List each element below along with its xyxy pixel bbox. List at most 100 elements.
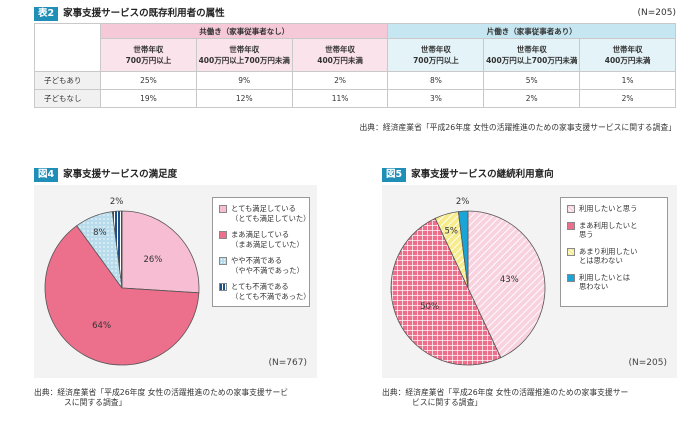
table-cell: 11% — [291, 89, 389, 108]
subheader-line: 世帯年収 — [325, 45, 356, 54]
table-cell: 19% — [100, 89, 197, 108]
figure4-tag: 図4 — [34, 168, 59, 182]
figure5-header: 図5 家事支援サービスの継続利用意向 — [382, 168, 682, 182]
subheader-2: 世帯年収 400万円未満 — [291, 38, 389, 72]
figure4-title: 家事支援サービスの満足度 — [63, 169, 178, 180]
figure4-panel: 26% 64% 8% 2% とても満足している （とても満足していた） まあ満足している（… — [34, 185, 317, 378]
legend-label-line: （まあ満足していた） — [231, 239, 304, 249]
legend-label-line: （とても満足していた） — [231, 213, 311, 223]
attribute-table: 共働き（家事従事者なし） 片働き（家事従事者あり） 世帯年収 700万円以上 世帯年… — [34, 23, 676, 108]
pie-slice-label: 26% — [143, 255, 162, 265]
pie-slice-label: 2% — [110, 197, 124, 207]
row-label: 子どもなし — [34, 89, 101, 108]
legend-label: まあ利用したいと 思う — [579, 221, 637, 240]
table-row: 子どもあり 25% 9% 2% 8% 5% 1% — [34, 71, 676, 90]
figure5-panel: 43% 50% 5% 2% 利用したいと思う まあ利用したいと 思う あまり利用したい とは思… — [382, 185, 677, 378]
figure5-source: 出典：経済産業省「平成26年度 女性の活躍推進のための家事支援サー ビスに関する… — [382, 388, 692, 408]
subheader-line: 世帯年収 — [133, 45, 164, 54]
figure5-sample-size: (N=205) — [628, 358, 667, 368]
table-cell: 12% — [195, 89, 293, 108]
table-cell: 5% — [483, 71, 581, 90]
legend-label-line: まあ利用したいと — [579, 220, 638, 230]
legend-swatch — [567, 205, 575, 213]
figure4-sample-size: (N=767) — [268, 358, 307, 368]
subheader-5: 世帯年収 400万円未満 — [579, 38, 676, 72]
group-header-dual-income: 共働き（家事従事者なし） — [99, 23, 389, 39]
legend-label: とても不満である （とても不満であった） — [231, 282, 311, 301]
legend-label-line: 思わない — [579, 282, 609, 291]
table-source: 出典：経済産業省「平成26年度 女性の活躍推進のための家事支援サービスに関する調… — [359, 123, 676, 132]
figure4-source: 出典：経済産業省「平成26年度 女性の活躍推進のための家事支援サービ スに関する… — [34, 388, 344, 408]
figure4-source-line2: スに関する調査」 — [64, 398, 127, 407]
figure5-source-line2: ビスに関する調査」 — [412, 398, 483, 407]
legend-label: まあ満足している （まあ満足していた） — [231, 230, 304, 249]
figure5-tag: 図5 — [382, 168, 407, 182]
legend-swatch — [567, 273, 575, 282]
subheader-line: 世帯年収 — [229, 45, 260, 54]
pie-slice — [390, 217, 502, 366]
subheader-line: 400万円以上700万円未満 — [198, 56, 290, 65]
table-cell: 2% — [579, 89, 676, 108]
subheader-line: 世帯年収 — [420, 45, 451, 54]
pie-slice-label: 8% — [93, 228, 107, 238]
subheader-row: 世帯年収 700万円以上 世帯年収 400万円以上700万円未満 世帯年収 400万円未満… — [35, 38, 676, 72]
subheader-3: 世帯年収 700万円以上 — [387, 38, 485, 72]
table-cell: 2% — [483, 89, 581, 108]
legend-label-line: 思う — [579, 230, 594, 239]
figure4-pie-chart: 26% 64% 8% 2% — [44, 197, 200, 366]
table-header: 表2 家事支援サービスの既存利用者の属性 (N=205) — [34, 7, 676, 21]
figure4-source-line1: 出典：経済産業省「平成26年度 女性の活躍推進のための家事支援サービ — [34, 388, 289, 397]
pie-slice — [457, 210, 469, 289]
legend-swatch — [219, 283, 227, 291]
legend-label-line: 利用したいとは — [579, 272, 631, 282]
subheader-line: 世帯年収 — [516, 45, 547, 54]
pie-slice-label: 5% — [444, 226, 458, 236]
subheader-line: 世帯年収 — [612, 45, 643, 54]
legend-swatch — [219, 205, 227, 213]
legend-label: とても満足している （とても満足していた） — [231, 204, 310, 223]
legend-swatch — [567, 221, 575, 230]
legend-label: やや不満である （やや不満であった） — [231, 256, 304, 275]
table-cell: 25% — [100, 71, 197, 90]
legend-swatch — [219, 231, 227, 239]
legend-label-line: とても満足している — [231, 204, 296, 213]
figure5-pie-chart: 43% 50% 5% 2% — [390, 197, 546, 366]
table-cell: 1% — [579, 71, 676, 90]
subheader-1: 世帯年収 400万円以上700万円未満 — [195, 38, 293, 72]
figure5-legend: 利用したいと思う まあ利用したいと 思う あまり利用したい とは思わない 利用したいとは思… — [560, 197, 668, 307]
pie-slice-label: 2% — [456, 197, 470, 207]
figure4-header: 図4 家事支援サービスの満足度 — [34, 168, 334, 182]
pie-slice — [467, 210, 546, 359]
legend-swatch — [567, 247, 575, 256]
row-label: 子どもあり — [34, 71, 101, 90]
pie-slice — [121, 210, 200, 294]
table-sample-size: (N=205) — [637, 8, 676, 18]
legend-swatch — [219, 257, 227, 265]
figure4-legend: とても満足している （とても満足していた） まあ満足している （まあ満足していた） やや… — [212, 197, 311, 307]
subheader-0: 世帯年収 700万円以上 — [100, 38, 197, 72]
subheader-line: 400万円未満 — [317, 56, 363, 65]
legend-label-line: とは思わない — [579, 256, 623, 265]
legend-label-line: 利用したいと思う — [579, 204, 638, 213]
legend-label-line: とても不満である — [231, 282, 289, 291]
pie-slice — [44, 225, 200, 366]
pie-slice — [111, 210, 123, 289]
pie-slice-label: 43% — [500, 275, 519, 285]
table-corner-cell — [34, 23, 101, 72]
figure5-title: 家事支援サービスの継続利用意向 — [411, 169, 554, 180]
table-title: 家事支援サービスの既存利用者の属性 — [63, 8, 225, 19]
legend-label-line: やや不満である — [231, 256, 283, 265]
subheader-4: 世帯年収 400万円以上700万円未満 — [483, 38, 581, 72]
table-cell: 9% — [195, 71, 293, 90]
legend-label-line: まあ満足している — [231, 230, 290, 239]
table-cell: 8% — [387, 71, 485, 90]
table-tag: 表2 — [34, 7, 59, 21]
subheader-line: 700万円以上 — [125, 56, 172, 65]
table-cell: 2% — [291, 71, 389, 90]
pie-slice-label: 50% — [420, 302, 439, 312]
legend-label: 利用したいと思う — [579, 204, 637, 214]
legend-label-line: あまり利用したい — [579, 246, 638, 256]
legend-label-line: （とても不満であった） — [231, 291, 311, 301]
table-cell: 3% — [387, 89, 485, 108]
legend-label: 利用したいとは 思わない — [579, 273, 630, 292]
